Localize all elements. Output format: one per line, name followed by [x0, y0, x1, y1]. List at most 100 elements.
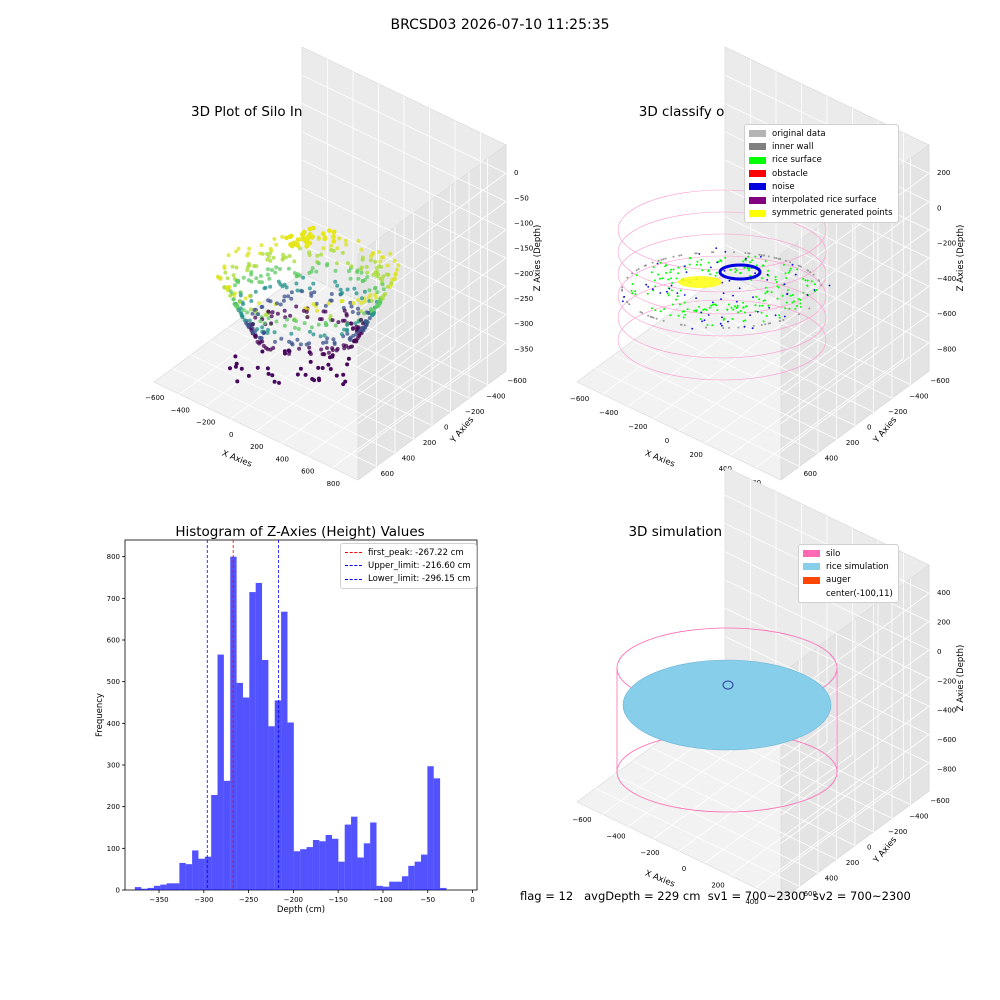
- raw-data-point: [257, 335, 262, 340]
- y-tick-label: 200: [846, 859, 859, 867]
- rice-surface-point: [749, 274, 752, 277]
- silo-wireframe-ring: [617, 233, 827, 315]
- raw-data-point: [369, 254, 373, 259]
- z-tick-label: −350: [514, 345, 533, 353]
- raw-data-point: [308, 359, 313, 364]
- noise-point: [756, 310, 759, 313]
- raw-data-point: [327, 228, 332, 234]
- rice-surface-point: [695, 263, 698, 266]
- raw-data-point: [374, 266, 379, 271]
- raw-data-point: [286, 294, 291, 299]
- rice-surface-point: [761, 277, 763, 280]
- raw-data-point: [373, 285, 378, 290]
- raw-data-point: [362, 289, 367, 294]
- raw-data-point: [334, 261, 339, 266]
- raw-data-point: [326, 301, 331, 306]
- raw-data-point: [302, 321, 307, 326]
- histogram-bar: [134, 887, 142, 890]
- y-axis-label: Y Axies: [871, 415, 899, 446]
- rice-surface-point: [765, 286, 767, 289]
- rice-surface-point: [802, 291, 805, 294]
- rice-surface-point: [791, 294, 794, 296]
- inner-wall-point: [818, 280, 821, 282]
- noise-point: [721, 324, 723, 327]
- raw-data-point: [267, 276, 272, 281]
- noise-point: [698, 253, 701, 255]
- histogram-bar: [204, 856, 212, 890]
- raw-data-point: [360, 296, 364, 301]
- raw-data-point: [268, 284, 273, 289]
- raw-data-point: [323, 309, 328, 314]
- inner-wall-point: [752, 325, 755, 327]
- legend-swatch: [803, 550, 820, 558]
- raw-data-point: [378, 276, 383, 281]
- noise-point: [732, 294, 734, 297]
- raw-data-point: [288, 313, 293, 318]
- raw-data-point: [258, 274, 263, 278]
- rice-surface-point: [676, 295, 679, 298]
- floor-gridline: [729, 346, 879, 456]
- inner-wall-point: [651, 261, 654, 264]
- raw-data-point: [316, 261, 321, 266]
- raw-data-point: [275, 301, 279, 306]
- rice-surface-point: [765, 314, 768, 317]
- raw-data-point: [283, 351, 287, 356]
- rice-surface-point: [764, 260, 767, 262]
- inner-wall-point: [644, 264, 647, 267]
- raw-data-point: [236, 246, 241, 251]
- rice-surface-point: [778, 316, 781, 319]
- legend-entry: Upper_limit: -216.60 cm: [345, 559, 471, 572]
- raw-data-point: [341, 382, 346, 387]
- inner-wall-point: [712, 251, 715, 254]
- x-tick-label: 800: [327, 480, 340, 488]
- rice-surface-point: [631, 292, 634, 295]
- rice-surface-point: [745, 305, 748, 308]
- y-tick-label: 300: [107, 762, 120, 770]
- x-tick-label: −400: [599, 409, 618, 417]
- rice-surface-point: [702, 308, 705, 311]
- histogram-bar: [242, 697, 250, 890]
- floor-gridline: [669, 313, 874, 413]
- raw-data-point: [310, 266, 315, 271]
- raw-data-point: [279, 336, 284, 341]
- raw-data-point: [340, 291, 345, 295]
- histogram-bar: [236, 682, 243, 890]
- y-tick-label: 800: [107, 553, 120, 561]
- x-tick-label: 600: [301, 468, 314, 476]
- histogram-bar: [300, 849, 307, 890]
- classify-legend: original data inner wall rice surface obsta…: [744, 124, 899, 224]
- raw-data-point: [326, 362, 331, 367]
- histogram-bar: [166, 883, 174, 890]
- rice-surface-point: [789, 267, 792, 270]
- raw-data-point: [354, 332, 359, 337]
- rice-surface-point: [754, 304, 757, 307]
- y-axis-label: Y Axies: [448, 415, 476, 446]
- raw-data-point: [311, 302, 316, 307]
- y-tick-label: −400: [486, 392, 505, 400]
- raw-data-point: [295, 243, 301, 249]
- legend-swatch: [749, 156, 766, 164]
- inner-wall-point: [789, 261, 792, 264]
- rice-surface-point: [667, 278, 670, 281]
- raw-data-point: [359, 270, 364, 275]
- noise-point: [806, 294, 809, 296]
- rice-surface-point: [799, 302, 802, 305]
- raw-data-point: [325, 346, 329, 350]
- rice-surface-point: [670, 289, 673, 292]
- rice-surface-point: [670, 268, 673, 271]
- x-tick-label: 200: [250, 443, 263, 451]
- y-tick-label: 400: [402, 455, 415, 463]
- raw-data-point: [335, 283, 340, 288]
- raw-data-point: [309, 234, 315, 240]
- rice-surface-point: [699, 263, 702, 266]
- histogram-bar: [421, 854, 428, 890]
- rice-surface-point: [776, 297, 779, 300]
- raw-data-point: [315, 308, 320, 313]
- raw-data-point: [396, 263, 401, 268]
- raw-data-point: [245, 268, 250, 273]
- raw-data-point: [309, 291, 314, 296]
- rice-surface-point: [654, 285, 657, 288]
- raw-data-point: [235, 279, 240, 284]
- raw-data-point: [345, 322, 349, 327]
- raw-data-point: [352, 286, 357, 291]
